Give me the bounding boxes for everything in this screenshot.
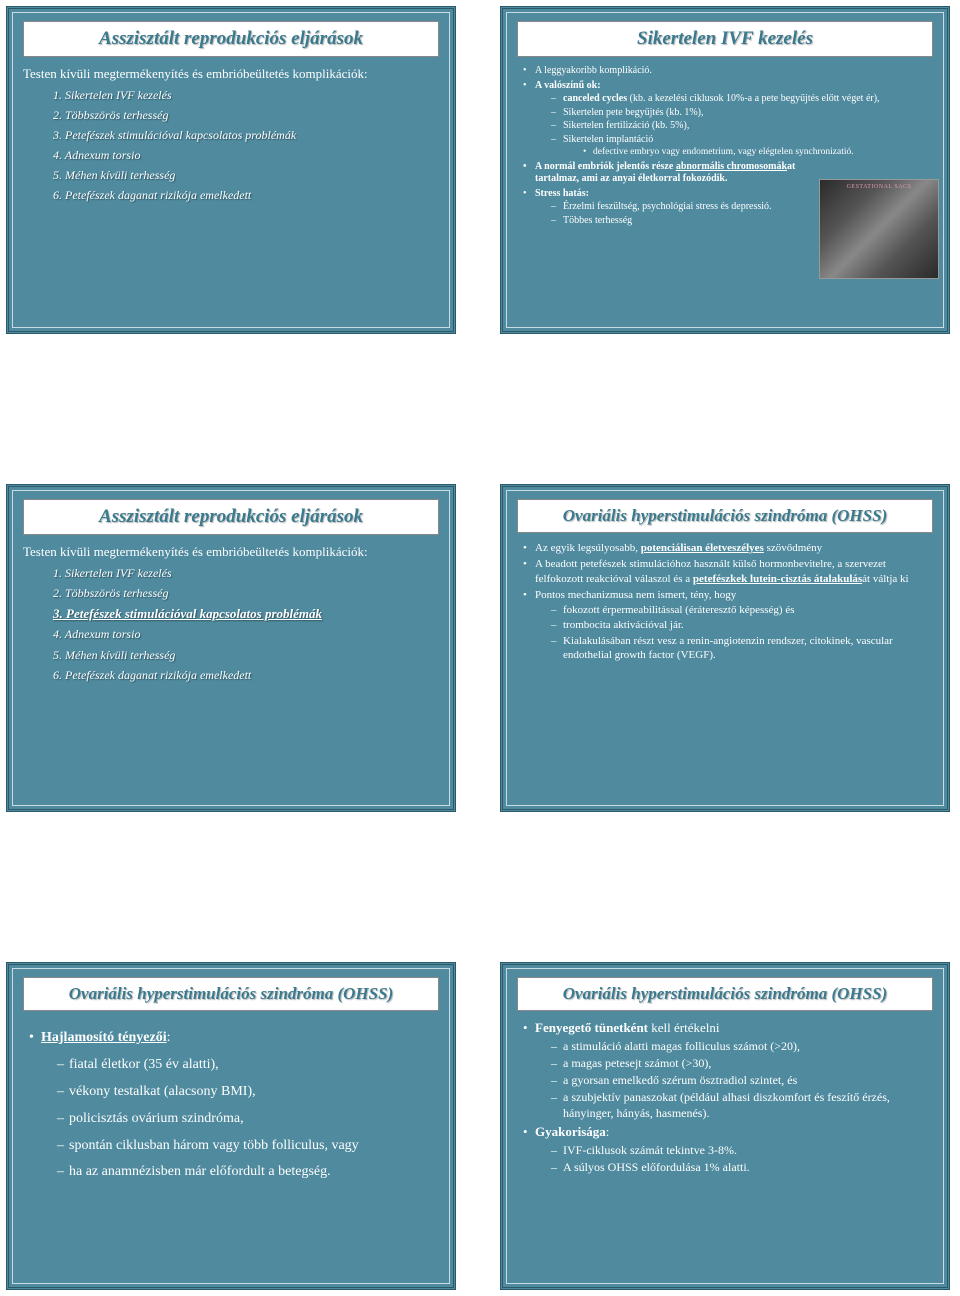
list-item: 6. Petefészek daganat rizikója emelkedet…	[53, 667, 439, 683]
list-item: Sikertelen implantáció defective embryo …	[551, 134, 933, 159]
text: kell értékelni	[648, 1020, 719, 1035]
slide-1: Asszisztált reprodukciós eljárások Teste…	[6, 6, 456, 334]
text: Hajlamosító tényezői	[41, 1030, 167, 1045]
list-item: 5. Méhen kívüli terhesség	[53, 167, 439, 183]
slide-3-intro: Testen kívüli megtermékenyítés és embrió…	[23, 543, 439, 561]
text: :	[606, 1124, 610, 1139]
text: potenciálisan életveszélyes	[641, 542, 764, 554]
list-item: Pontos mechanizmusa nem ismert, tény, ho…	[523, 588, 933, 662]
list-item: A valószínű ok: canceled cycles (kb. a k…	[523, 80, 933, 159]
list-item: A súlyos OHSS előfordulása 1% alatti.	[551, 1159, 933, 1175]
slide-1-list: 1. Sikertelen IVF kezelés 2. Többszörös …	[23, 87, 439, 204]
text: szövődmény	[764, 542, 822, 554]
list-item: policisztás ovárium szindróma,	[57, 1110, 439, 1129]
slide-grid: Asszisztált reprodukciós eljárások Teste…	[0, 0, 960, 1296]
list-item: Gyakorisága: IVF-ciklusok számát tekintv…	[523, 1123, 933, 1175]
list-item: 5. Méhen kívüli terhesség	[53, 647, 439, 663]
text: A valószínű ok:	[535, 80, 601, 91]
list-item: canceled cycles (kb. a kezelési ciklusok…	[551, 93, 933, 106]
list-item: A beadott petefészek stimulációhoz haszn…	[523, 557, 933, 586]
list-item: A leggyakoribb komplikáció.	[523, 65, 933, 78]
list-item: 6. Petefészek daganat rizikója emelkedet…	[53, 187, 439, 203]
text: canceled cycles	[563, 93, 627, 104]
ultrasound-image	[819, 179, 939, 279]
text: (kb. a kezelési ciklusok 10%-a a pete be…	[630, 93, 880, 104]
list-item: a magas petesejt számot (>30),	[551, 1055, 933, 1071]
slide-1-intro: Testen kívüli megtermékenyítés és embrió…	[23, 65, 439, 83]
list-item: Az egyik legsúlyosabb, potenciálisan éle…	[523, 541, 933, 555]
list-item: vékony testalkat (alacsony BMI),	[57, 1083, 439, 1102]
text: Stress hatás:	[535, 188, 589, 199]
slide-3-list: 1. Sikertelen IVF kezelés 2. Többszörös …	[23, 565, 439, 683]
list-item: defective embryo vagy endometrium, vagy …	[583, 147, 933, 159]
text: Fenyegető tünetként	[535, 1020, 648, 1035]
list-item: trombocita aktivációval jár.	[551, 618, 933, 632]
list-item: spontán ciklusban három vagy több follic…	[57, 1137, 439, 1156]
slide-1-title: Asszisztált reprodukciós eljárások	[23, 21, 439, 57]
list-item: ha az anamnézisben már előfordult a bete…	[57, 1163, 439, 1182]
list-item: fokozott érpermeabilitással (éráteresztő…	[551, 603, 933, 617]
slide-6-list: Fenyegető tünetként kell értékelni a sti…	[517, 1019, 933, 1175]
slide-5-list: Hajlamosító tényezői: fiatal életkor (35…	[23, 1029, 439, 1182]
slide-6-title: Ovariális hyperstimulációs szindróma (OH…	[517, 977, 933, 1011]
list-item: Kialakulásában részt vesz a renin-angiot…	[551, 634, 933, 663]
list-item: Sikertelen pete begyűjtés (kb. 1%),	[551, 107, 933, 120]
list-item: IVF-ciklusok számát tekintve 3-8%.	[551, 1142, 933, 1158]
slide-3: Asszisztált reprodukciós eljárások Teste…	[6, 484, 456, 812]
list-item: 2. Többszörös terhesség	[53, 107, 439, 123]
list-item-highlighted: 3. Petefészek stimulációval kapcsolatos …	[53, 605, 439, 623]
list-item: Hajlamosító tényezői: fiatal életkor (35…	[29, 1029, 439, 1182]
slide-2-title: Sikertelen IVF kezelés	[517, 21, 933, 57]
list-item: 1. Sikertelen IVF kezelés	[53, 565, 439, 581]
slide-4: Ovariális hyperstimulációs szindróma (OH…	[500, 484, 950, 812]
slide-6: Ovariális hyperstimulációs szindróma (OH…	[500, 962, 950, 1290]
slide-4-title: Ovariális hyperstimulációs szindróma (OH…	[517, 499, 933, 533]
list-item: 2. Többszörös terhesség	[53, 585, 439, 601]
text: :	[167, 1030, 171, 1045]
list-item: 4. Adnexum torsio	[53, 147, 439, 163]
list-item: Fenyegető tünetként kell értékelni a sti…	[523, 1019, 933, 1121]
list-item: A normál embriók jelentős része abnormál…	[523, 161, 803, 186]
slide-5-title: Ovariális hyperstimulációs szindróma (OH…	[23, 977, 439, 1011]
list-item: 3. Petefészek stimulációval kapcsolatos …	[53, 127, 439, 143]
text: petefészkek lutein-cisztás átalakulás	[693, 573, 862, 585]
text: Sikertelen implantáció	[563, 134, 653, 145]
text: át váltja ki	[862, 573, 908, 585]
text: A normál embriók jelentős része	[535, 161, 676, 172]
slide-3-title: Asszisztált reprodukciós eljárások	[23, 499, 439, 535]
text: Gyakorisága	[535, 1124, 606, 1139]
text: Pontos mechanizmusa nem ismert, tény, ho…	[535, 589, 736, 601]
list-item: 4. Adnexum torsio	[53, 626, 439, 642]
list-item: Stress hatás: Érzelmi feszültség, psycho…	[523, 188, 783, 228]
slide-2: Sikertelen IVF kezelés A leggyakoribb ko…	[500, 6, 950, 334]
list-item: 1. Sikertelen IVF kezelés	[53, 87, 439, 103]
text: Az egyik legsúlyosabb,	[535, 542, 641, 554]
list-item: Sikertelen fertilizáció (kb. 5%),	[551, 120, 933, 133]
list-item: a stimuláció alatti magas folliculus szá…	[551, 1038, 933, 1054]
list-item: Többes terhesség	[551, 215, 783, 228]
list-item: Érzelmi feszültség, psychológiai stress …	[551, 201, 783, 214]
list-item: fiatal életkor (35 év alatti),	[57, 1056, 439, 1075]
list-item: a szubjektív panaszokat (például alhasi …	[551, 1089, 933, 1121]
text: abnormális chromosomák	[676, 161, 787, 172]
slide-5: Ovariális hyperstimulációs szindróma (OH…	[6, 962, 456, 1290]
slide-4-list: Az egyik legsúlyosabb, potenciálisan éle…	[517, 541, 933, 662]
list-item: a gyorsan emelkedő szérum ösztradiol szi…	[551, 1072, 933, 1088]
